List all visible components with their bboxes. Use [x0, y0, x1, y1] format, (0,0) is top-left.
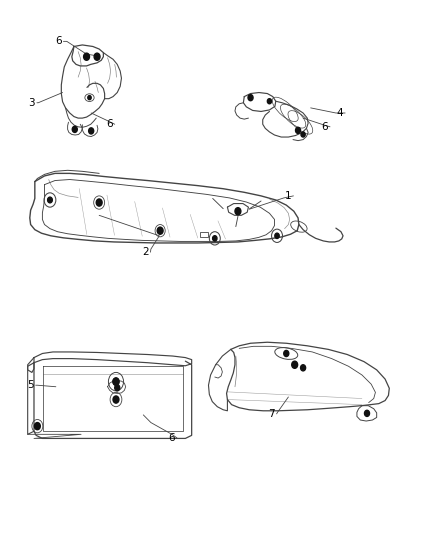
Circle shape: [96, 199, 102, 206]
Circle shape: [364, 410, 370, 416]
Circle shape: [300, 365, 306, 371]
Text: 7: 7: [268, 409, 275, 419]
Text: 6: 6: [169, 433, 175, 443]
Circle shape: [157, 227, 163, 235]
Circle shape: [97, 200, 101, 205]
Circle shape: [292, 361, 298, 368]
Circle shape: [301, 132, 305, 137]
Circle shape: [113, 397, 118, 402]
Circle shape: [248, 94, 253, 101]
Text: 3: 3: [28, 98, 35, 108]
Circle shape: [284, 350, 289, 357]
Circle shape: [296, 127, 300, 133]
Text: 2: 2: [142, 247, 149, 257]
Circle shape: [94, 53, 100, 60]
Circle shape: [275, 233, 279, 238]
Text: 5: 5: [27, 380, 34, 390]
Circle shape: [113, 378, 119, 385]
Circle shape: [48, 197, 52, 203]
Circle shape: [35, 424, 39, 429]
Text: 6: 6: [321, 122, 328, 132]
Circle shape: [267, 99, 272, 104]
Circle shape: [113, 396, 119, 403]
Circle shape: [84, 53, 89, 60]
Circle shape: [35, 423, 40, 430]
Text: 4: 4: [337, 108, 343, 118]
Circle shape: [158, 228, 162, 233]
Circle shape: [235, 208, 241, 215]
Circle shape: [113, 378, 119, 385]
Circle shape: [88, 128, 94, 134]
Circle shape: [212, 236, 217, 241]
Text: 6: 6: [55, 36, 62, 46]
Circle shape: [72, 126, 77, 132]
Circle shape: [115, 385, 120, 391]
Circle shape: [88, 95, 91, 100]
Text: 6: 6: [106, 119, 113, 130]
Text: 1: 1: [285, 191, 292, 201]
